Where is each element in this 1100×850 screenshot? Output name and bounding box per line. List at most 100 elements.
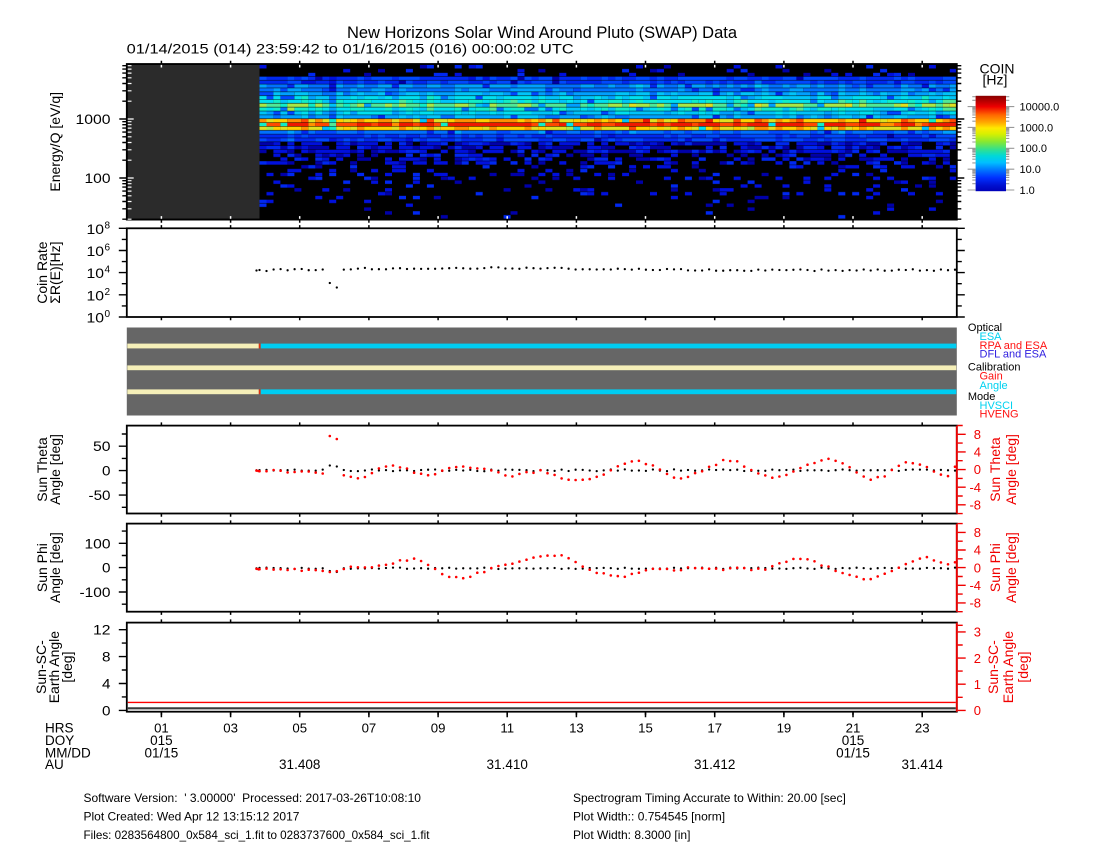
svg-text:Sun Theta: Sun Theta <box>34 437 50 502</box>
svg-text:Spectrogram Timing Accurate to: Spectrogram Timing Accurate to Within: 2… <box>573 791 846 805</box>
svg-text:8: 8 <box>974 427 981 442</box>
svg-text:Angle [deg]: Angle [deg] <box>1003 532 1019 603</box>
svg-text:31.410: 31.410 <box>487 757 528 772</box>
svg-text:Mode: Mode <box>968 391 996 403</box>
svg-text:015: 015 <box>150 733 173 748</box>
svg-text:8: 8 <box>102 649 111 665</box>
svg-text:ΣR(E)[Hz]: ΣR(E)[Hz] <box>47 241 63 303</box>
svg-text:21: 21 <box>846 721 861 736</box>
svg-text:6: 6 <box>105 243 111 254</box>
svg-text:12: 12 <box>93 622 111 638</box>
svg-text:100: 100 <box>85 170 111 186</box>
svg-text:0: 0 <box>974 462 981 477</box>
svg-text:COIN: COIN <box>980 61 1015 77</box>
svg-text:0: 0 <box>105 309 111 320</box>
svg-text:Coin Rate: Coin Rate <box>34 241 50 303</box>
svg-text:1000.0: 1000.0 <box>1020 122 1054 134</box>
svg-text:Sun Phi: Sun Phi <box>987 543 1003 592</box>
svg-text:DFL and ESA: DFL and ESA <box>980 349 1048 361</box>
svg-text:1.0: 1.0 <box>1020 185 1035 197</box>
svg-text:05: 05 <box>292 721 307 736</box>
svg-text:31.414: 31.414 <box>902 757 944 772</box>
svg-text:Calibration: Calibration <box>968 362 1021 374</box>
svg-text:-50: -50 <box>89 487 111 503</box>
svg-text:-8: -8 <box>969 498 981 513</box>
svg-text:RPA and ESA: RPA and ESA <box>980 340 1048 352</box>
svg-text:15: 15 <box>638 721 653 736</box>
svg-text:Sun-SC-: Sun-SC- <box>985 640 1001 694</box>
svg-text:Optical: Optical <box>968 322 1002 334</box>
svg-text:015: 015 <box>842 733 865 748</box>
svg-text:Files: 0283564800_0x584_sci_1.: Files: 0283564800_0x584_sci_1.fit to 028… <box>84 828 431 842</box>
svg-text:100: 100 <box>85 535 111 551</box>
svg-text:4: 4 <box>974 543 981 558</box>
svg-text:10: 10 <box>87 265 105 281</box>
svg-text:0: 0 <box>102 702 111 718</box>
svg-text:0: 0 <box>974 703 981 718</box>
svg-text:HRS: HRS <box>45 721 74 736</box>
svg-text:Sun-SC-: Sun-SC- <box>33 640 49 694</box>
svg-text:[Hz]: [Hz] <box>983 72 1008 88</box>
svg-text:01: 01 <box>154 721 169 736</box>
svg-text:4: 4 <box>974 445 981 460</box>
svg-text:01/15: 01/15 <box>145 746 179 761</box>
svg-text:10: 10 <box>87 310 105 326</box>
svg-text:HVSCI: HVSCI <box>980 400 1014 412</box>
svg-text:HVENG: HVENG <box>980 408 1019 420</box>
svg-text:Sun Phi: Sun Phi <box>34 543 50 592</box>
svg-text:31.412: 31.412 <box>694 757 735 772</box>
svg-text:Plot Width: 8.3000 [in]: Plot Width: 8.3000 [in] <box>573 828 690 842</box>
svg-text:11: 11 <box>500 721 514 736</box>
svg-text:31.408: 31.408 <box>279 757 320 772</box>
svg-text:-4: -4 <box>969 578 981 593</box>
svg-text:Sun Theta: Sun Theta <box>987 437 1003 502</box>
svg-text:Plot Width:: 0.754545 [norm]: Plot Width:: 0.754545 [norm] <box>573 810 725 824</box>
svg-text:4: 4 <box>102 676 111 692</box>
svg-text:Angle: Angle <box>980 380 1008 392</box>
svg-text:New Horizons Solar Wind Around: New Horizons Solar Wind Around Pluto (SW… <box>347 24 738 42</box>
svg-text:8: 8 <box>974 525 981 540</box>
svg-text:10: 10 <box>87 243 105 259</box>
svg-text:03: 03 <box>223 721 238 736</box>
svg-text:19: 19 <box>777 721 792 736</box>
svg-text:Earth Angle: Earth Angle <box>46 631 62 704</box>
svg-text:0: 0 <box>102 463 111 479</box>
svg-text:0: 0 <box>102 560 111 576</box>
svg-text:17: 17 <box>707 721 722 736</box>
svg-text:-8: -8 <box>969 596 981 611</box>
svg-text:Angle [deg]: Angle [deg] <box>1003 434 1019 505</box>
svg-text:AU: AU <box>45 757 64 772</box>
svg-text:2: 2 <box>105 287 111 298</box>
svg-text:2: 2 <box>974 651 981 666</box>
svg-text:ESA: ESA <box>980 331 1003 343</box>
svg-text:Gain: Gain <box>980 370 1003 382</box>
svg-text:100.0: 100.0 <box>1020 143 1048 155</box>
svg-text:-4: -4 <box>969 480 981 495</box>
svg-text:8: 8 <box>105 220 111 231</box>
svg-text:Energy/Q [eV/q]: Energy/Q [eV/q] <box>47 92 63 192</box>
svg-text:1000: 1000 <box>76 111 111 127</box>
svg-text:Software Version: ' 3.00000': Software Version: ' 3.00000' Processed: … <box>84 791 422 805</box>
svg-text:50: 50 <box>93 438 111 454</box>
svg-text:0: 0 <box>974 560 981 575</box>
svg-text:Angle [deg]: Angle [deg] <box>47 434 63 505</box>
svg-text:[deg]: [deg] <box>1015 652 1031 683</box>
svg-text:Earth Angle: Earth Angle <box>1000 631 1016 704</box>
svg-text:10: 10 <box>87 287 105 303</box>
svg-text:1: 1 <box>974 677 981 692</box>
svg-text:10000.0: 10000.0 <box>1020 102 1060 114</box>
svg-text:10.0: 10.0 <box>1020 164 1041 176</box>
svg-text:DOY: DOY <box>45 733 74 748</box>
svg-text:01/14/2015 (014) 23:59:42 to 0: 01/14/2015 (014) 23:59:42 to 01/16/2015 … <box>127 41 574 57</box>
svg-text:4: 4 <box>105 265 111 276</box>
svg-text:3: 3 <box>974 625 981 640</box>
svg-text:09: 09 <box>431 721 446 736</box>
svg-text:Angle [deg]: Angle [deg] <box>47 532 63 603</box>
svg-text:10: 10 <box>87 221 105 237</box>
svg-text:23: 23 <box>915 721 930 736</box>
svg-text:01/15: 01/15 <box>836 746 870 761</box>
svg-text:MM/DD: MM/DD <box>45 746 91 761</box>
svg-text:-100: -100 <box>80 584 111 600</box>
svg-text:[deg]: [deg] <box>59 652 75 683</box>
svg-text:13: 13 <box>569 721 584 736</box>
